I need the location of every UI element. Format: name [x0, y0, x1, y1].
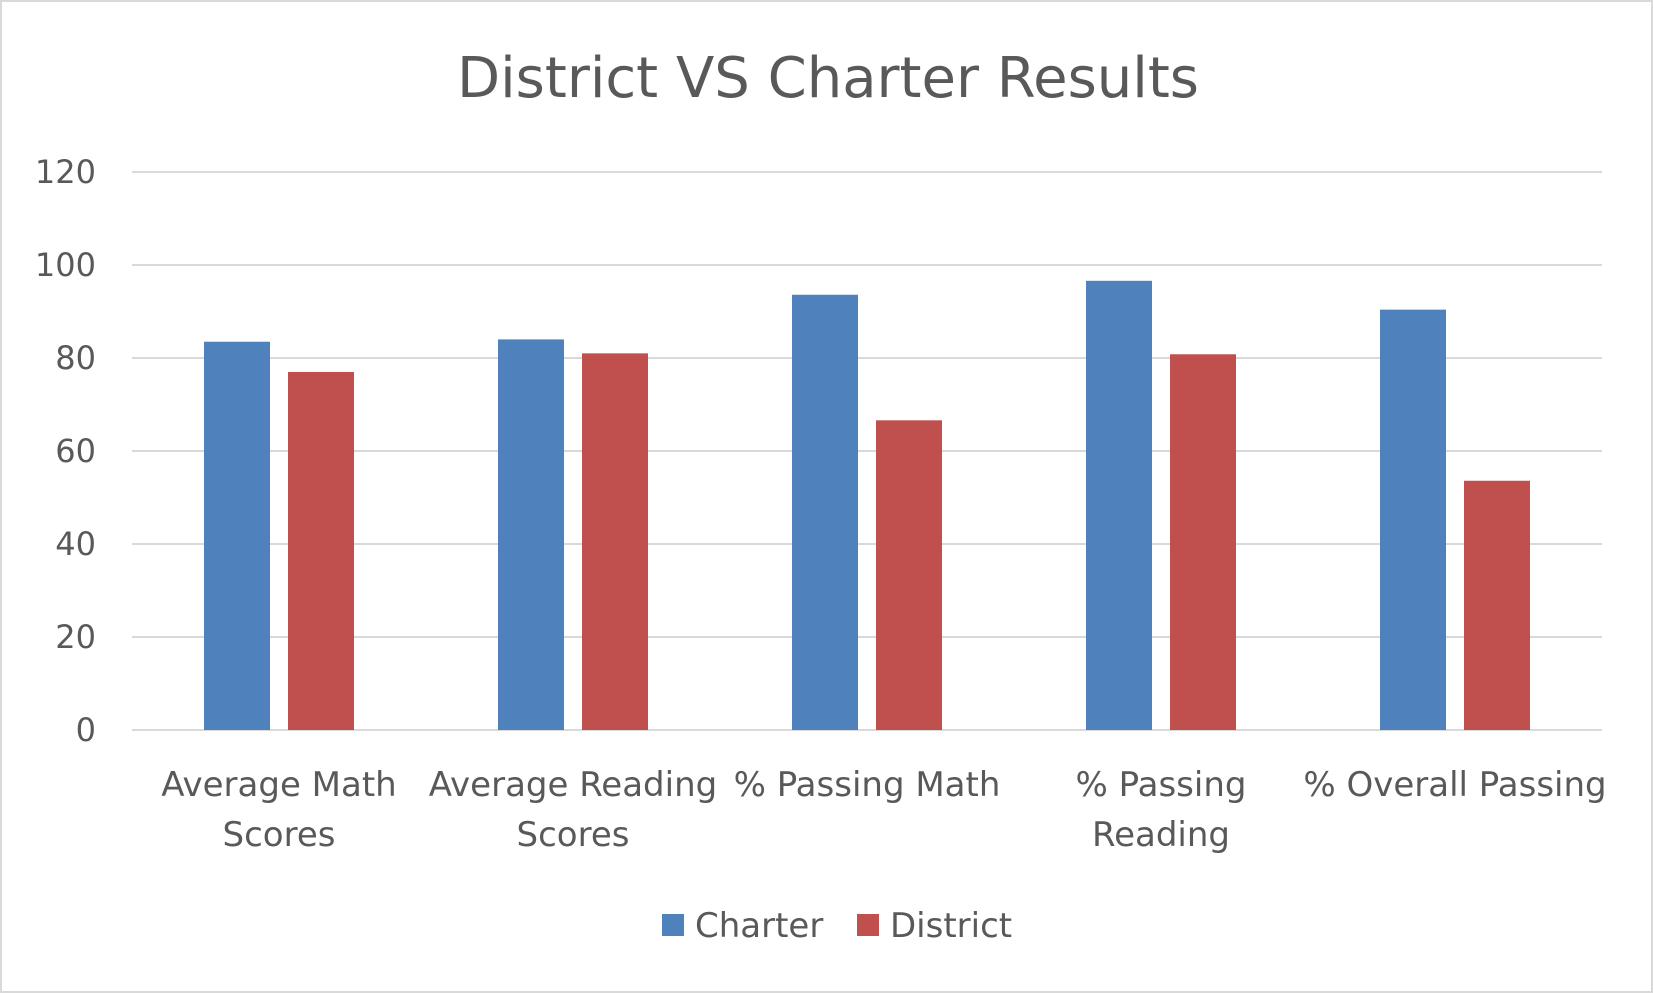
bar-charter-1: [498, 339, 564, 730]
bar-district-3: [1170, 354, 1236, 730]
x-category-label: Reading: [1092, 815, 1230, 855]
bar-district-4: [1464, 480, 1530, 730]
bar-district-2: [876, 420, 942, 730]
x-category-label: % Passing Math: [734, 765, 1001, 805]
y-tick-label: 20: [55, 618, 96, 656]
legend-swatch-district: [857, 914, 879, 936]
y-axis-ticks: 0 20 40 60 80 100 120: [35, 153, 96, 749]
gridlines: [132, 171, 1602, 731]
bar-charter-0: [204, 341, 270, 730]
legend: Charter District: [662, 906, 1012, 946]
x-category-label: Scores: [223, 815, 336, 855]
x-category-label: Scores: [517, 815, 630, 855]
y-tick-label: 80: [55, 339, 96, 377]
legend-label-district: District: [890, 906, 1012, 946]
x-category-label: Average Reading: [429, 765, 717, 805]
bar-charter-3: [1086, 280, 1152, 730]
y-tick-label: 40: [55, 525, 96, 563]
x-category-label: % Passing: [1076, 765, 1247, 805]
chart-title: District VS Charter Results: [457, 46, 1199, 111]
bar-district-1: [582, 353, 648, 730]
y-tick-label: 120: [35, 153, 96, 191]
legend-swatch-charter: [662, 914, 684, 936]
x-category-label: % Overall Passing: [1303, 765, 1606, 805]
bar-district-0: [288, 371, 354, 730]
y-tick-label: 100: [35, 246, 96, 284]
legend-label-charter: Charter: [695, 906, 823, 946]
bar-charter-4: [1380, 309, 1446, 730]
bar-charter-2: [792, 294, 858, 730]
bars: [204, 280, 1530, 730]
y-tick-label: 0: [76, 711, 96, 749]
x-axis-categories: Average Math Scores Average Reading Scores%…: [161, 765, 1606, 855]
x-category-label: Average Math: [161, 765, 396, 805]
y-tick-label: 60: [55, 432, 96, 470]
